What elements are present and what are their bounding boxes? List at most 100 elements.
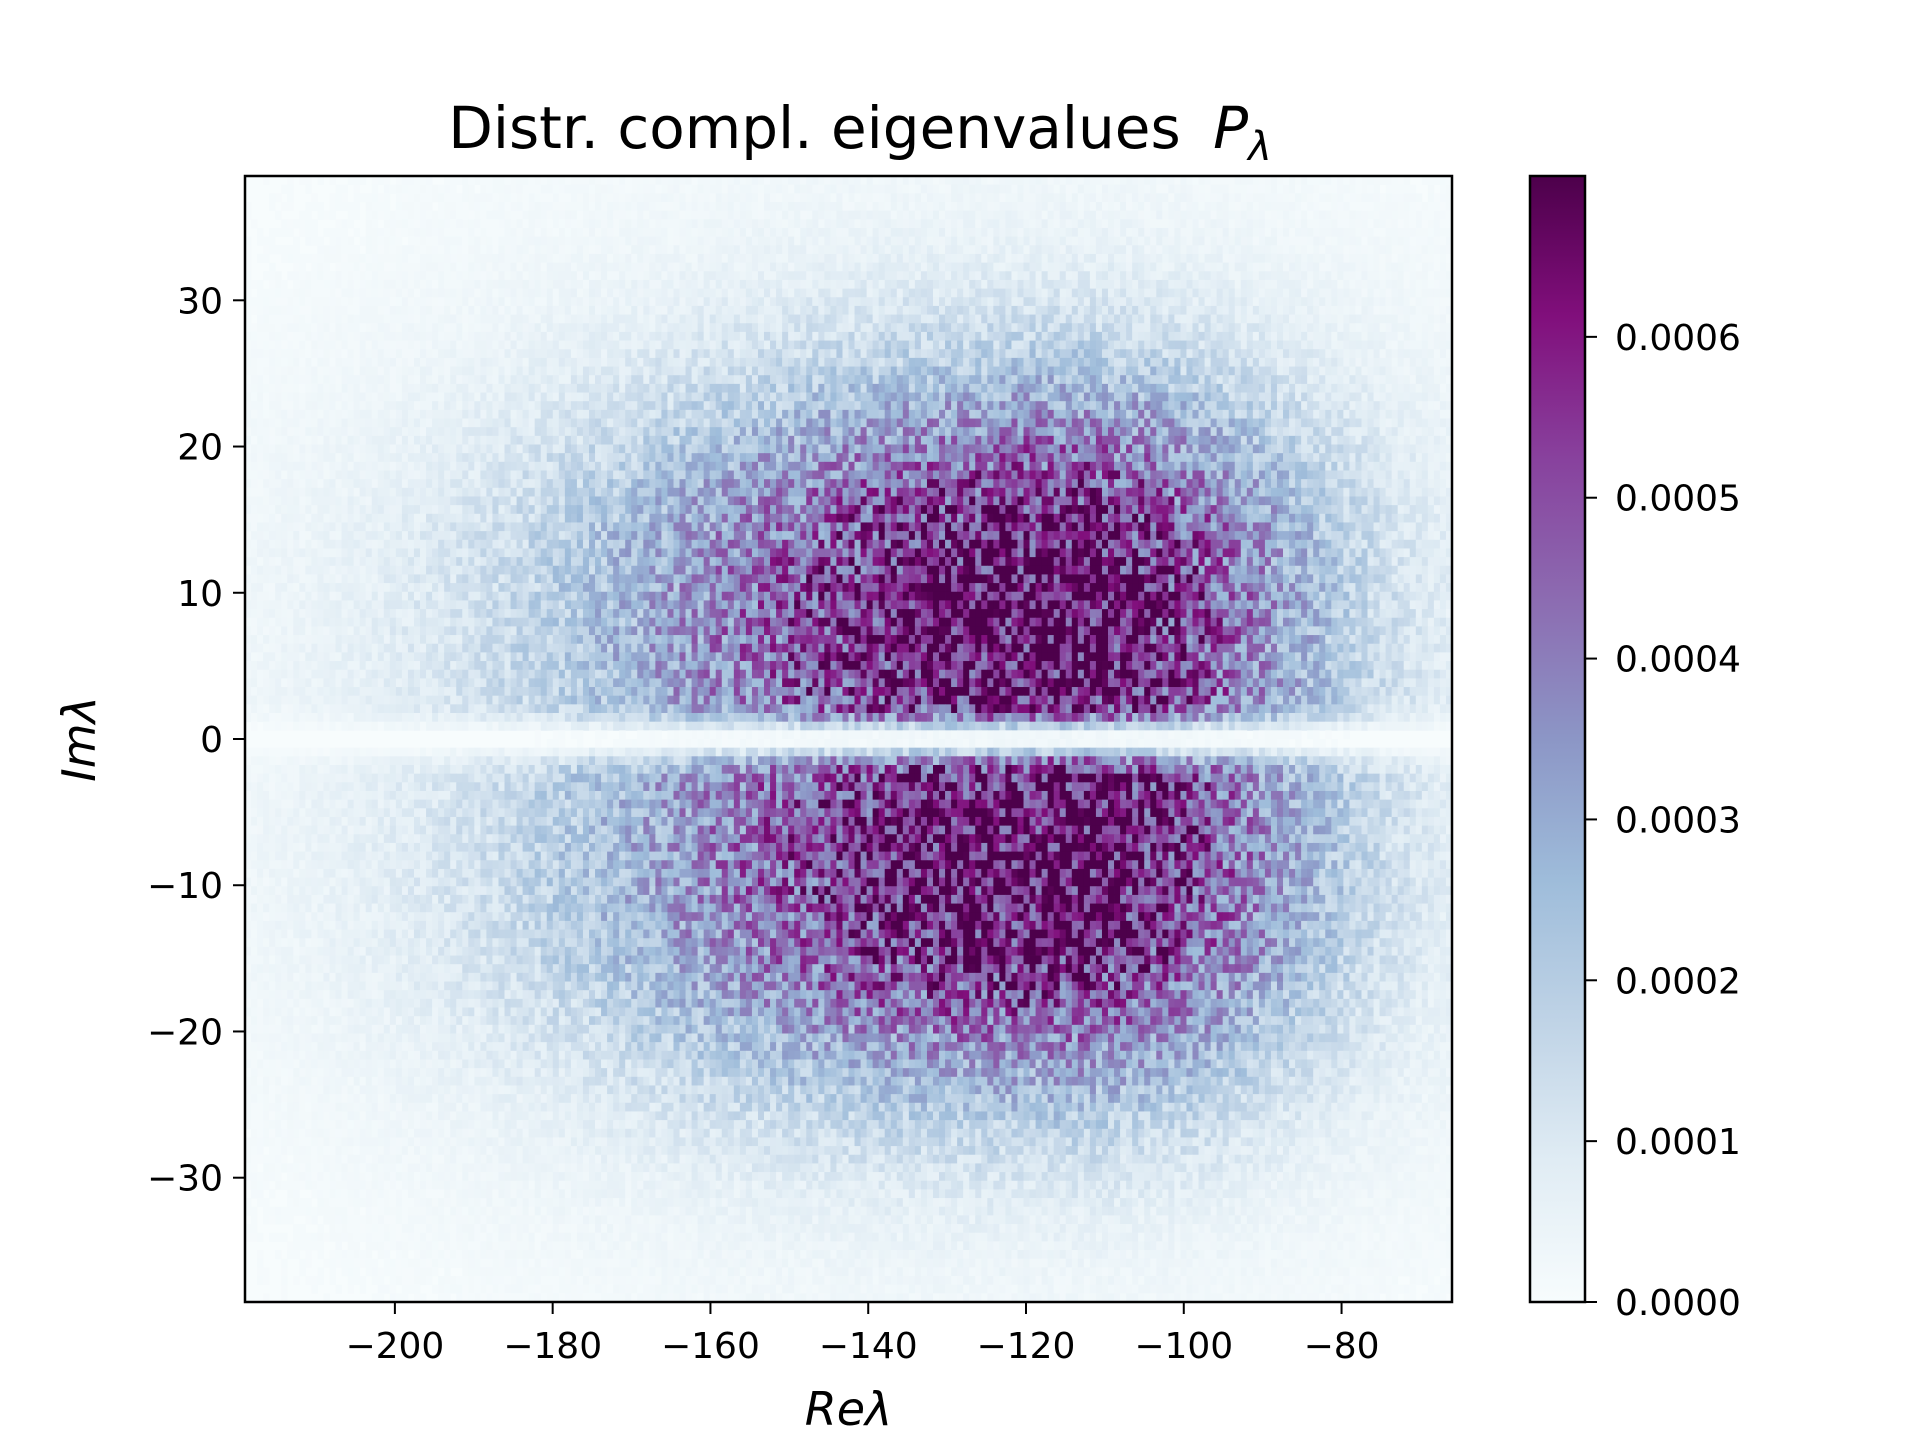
heatmap-cell xyxy=(480,367,486,376)
heatmap-cell xyxy=(1048,384,1054,393)
heatmap-cell xyxy=(1319,280,1325,289)
heatmap-cell xyxy=(1096,384,1102,393)
heatmap-cell xyxy=(1017,237,1023,246)
heatmap-cell xyxy=(305,315,311,324)
heatmap-cell xyxy=(263,323,269,332)
heatmap-cell xyxy=(673,193,679,202)
heatmap-cell xyxy=(1398,375,1404,384)
heatmap-cell xyxy=(1060,211,1066,220)
heatmap-cell xyxy=(927,263,933,272)
heatmap-cell xyxy=(1174,315,1180,324)
heatmap-cell xyxy=(788,237,794,246)
heatmap-cell xyxy=(957,228,963,237)
heatmap-cell xyxy=(1024,211,1030,220)
heatmap-cell xyxy=(1084,332,1090,341)
heatmap-cell xyxy=(1392,176,1398,185)
heatmap-cell xyxy=(595,384,601,393)
heatmap-cell xyxy=(402,358,408,367)
heatmap-cell xyxy=(1072,315,1078,324)
heatmap-cell xyxy=(716,323,722,332)
heatmap-cell xyxy=(426,315,432,324)
heatmap-cell xyxy=(517,176,523,185)
heatmap-cell xyxy=(619,323,625,332)
heatmap-cell xyxy=(1307,245,1313,254)
heatmap-cell xyxy=(1410,297,1416,306)
heatmap-cell xyxy=(1114,349,1120,358)
heatmap-cell xyxy=(595,306,601,315)
heatmap-cell xyxy=(1030,185,1036,194)
heatmap-cell xyxy=(480,297,486,306)
heatmap-cell xyxy=(861,254,867,263)
heatmap-cell xyxy=(993,245,999,254)
heatmap-cell xyxy=(824,375,830,384)
heatmap-cell xyxy=(1343,237,1349,246)
heatmap-cell xyxy=(1319,185,1325,194)
heatmap-cell xyxy=(794,384,800,393)
heatmap-cell xyxy=(1410,323,1416,332)
heatmap-cell xyxy=(601,367,607,376)
heatmap-cell xyxy=(1386,211,1392,220)
heatmap-cell xyxy=(945,202,951,211)
heatmap-cell xyxy=(1283,228,1289,237)
heatmap-cell xyxy=(559,271,565,280)
heatmap-cell xyxy=(1253,297,1259,306)
heatmap-cell xyxy=(818,219,824,228)
heatmap-cell xyxy=(299,315,305,324)
heatmap-cell xyxy=(396,228,402,237)
heatmap-cell xyxy=(655,384,661,393)
heatmap-cell xyxy=(517,349,523,358)
heatmap-cell xyxy=(317,375,323,384)
heatmap-cell xyxy=(710,193,716,202)
heatmap-cell xyxy=(673,289,679,298)
heatmap-cell xyxy=(486,323,492,332)
heatmap-cell xyxy=(1283,237,1289,246)
heatmap-cell xyxy=(1253,384,1259,393)
heatmap-cell xyxy=(758,297,764,306)
heatmap-cell xyxy=(673,263,679,272)
heatmap-cell xyxy=(631,280,637,289)
heatmap-cell xyxy=(559,315,565,324)
heatmap-cell xyxy=(649,280,655,289)
heatmap-cell xyxy=(794,341,800,350)
heatmap-cell xyxy=(782,211,788,220)
heatmap-cell xyxy=(891,263,897,272)
heatmap-cell xyxy=(1247,176,1253,185)
heatmap-cell xyxy=(873,280,879,289)
heatmap-cell xyxy=(553,367,559,376)
heatmap-cell xyxy=(1150,245,1156,254)
heatmap-cell xyxy=(456,176,462,185)
heatmap-cell xyxy=(692,306,698,315)
heatmap-cell xyxy=(1319,323,1325,332)
heatmap-cell xyxy=(1205,375,1211,384)
heatmap-cell xyxy=(1114,202,1120,211)
heatmap-cell xyxy=(1241,358,1247,367)
heatmap-cell xyxy=(444,202,450,211)
heatmap-cell xyxy=(830,393,836,402)
heatmap-cell xyxy=(806,358,812,367)
heatmap-cell xyxy=(939,349,945,358)
heatmap-cell xyxy=(867,375,873,384)
heatmap-cell xyxy=(414,393,420,402)
heatmap-cell xyxy=(1090,193,1096,202)
heatmap-cell xyxy=(1325,263,1331,272)
heatmap-cell xyxy=(553,202,559,211)
heatmap-cell xyxy=(625,358,631,367)
heatmap-cell xyxy=(975,271,981,280)
heatmap-cell xyxy=(631,349,637,358)
heatmap-cell xyxy=(311,237,317,246)
heatmap-cell xyxy=(257,393,263,402)
heatmap-cell xyxy=(1223,237,1229,246)
heatmap-cell xyxy=(1368,271,1374,280)
heatmap-cell xyxy=(1410,332,1416,341)
heatmap-cell xyxy=(329,358,335,367)
heatmap-cell xyxy=(975,358,981,367)
heatmap-cell xyxy=(438,237,444,246)
heatmap-cell xyxy=(426,219,432,228)
heatmap-cell xyxy=(498,367,504,376)
heatmap-cell xyxy=(1030,245,1036,254)
heatmap-cell xyxy=(1301,375,1307,384)
heatmap-cell xyxy=(1174,228,1180,237)
heatmap-cell xyxy=(999,349,1005,358)
heatmap-cell xyxy=(1168,297,1174,306)
heatmap-cell xyxy=(987,306,993,315)
